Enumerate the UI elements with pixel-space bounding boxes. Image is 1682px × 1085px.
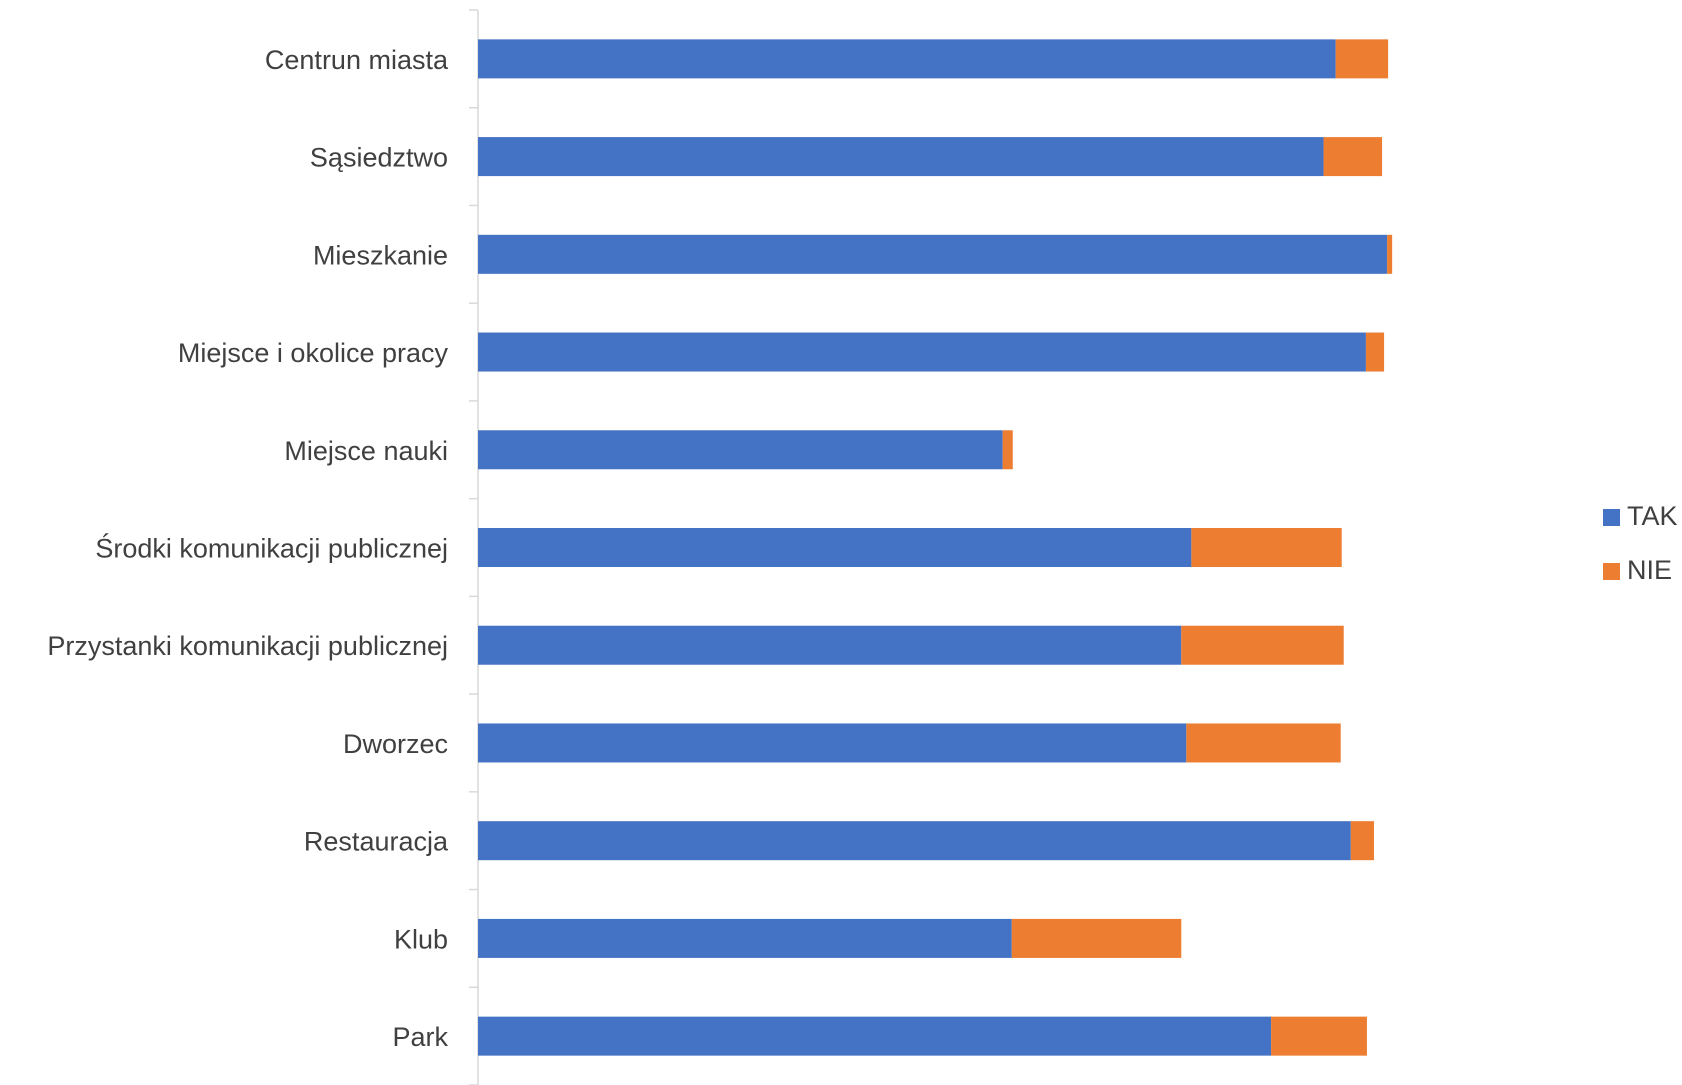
bar-tak-0 (478, 39, 1336, 79)
category-label: Środki komunikacji publicznej (95, 532, 448, 564)
bars-layer (478, 39, 1393, 1056)
legend: TAK NIE (1603, 501, 1678, 585)
category-label: Park (392, 1022, 448, 1052)
bar-nie-10 (1271, 1016, 1367, 1056)
legend-swatch-nie (1603, 563, 1620, 580)
bar-nie-3 (1365, 332, 1385, 372)
bar-tak-8 (478, 821, 1351, 861)
category-label: Miejsce i okolice pracy (178, 338, 449, 368)
bar-tak-3 (478, 332, 1366, 372)
bar-tak-6 (478, 625, 1182, 665)
category-label: Klub (394, 924, 448, 954)
category-labels: Centrun miasta Sąsiedztwo Mieszkanie Miejsc… (47, 45, 449, 1052)
category-label: Przystanki komunikacji publicznej (47, 631, 448, 661)
legend-label-nie: NIE (1627, 555, 1672, 585)
category-label: Sąsiedztwo (310, 143, 448, 173)
bar-tak-4 (478, 430, 1003, 470)
category-label: Dworzec (343, 729, 448, 759)
bar-nie-1 (1323, 137, 1383, 177)
category-label: Centrun miasta (265, 45, 449, 75)
bar-nie-2 (1387, 234, 1393, 274)
category-label: Mieszkanie (313, 240, 448, 270)
bar-nie-7 (1186, 723, 1341, 763)
bar-tak-10 (478, 1016, 1272, 1056)
legend-swatch-tak (1603, 509, 1620, 526)
bar-nie-4 (1002, 430, 1013, 470)
bar-nie-5 (1191, 528, 1342, 567)
bar-tak-7 (478, 723, 1187, 763)
legend-label-tak: TAK (1627, 501, 1678, 531)
bar-tak-2 (478, 234, 1388, 274)
category-label: Restauracja (304, 827, 449, 857)
category-label: Miejsce nauki (284, 436, 448, 466)
bar-tak-9 (478, 918, 1012, 958)
bar-nie-6 (1181, 625, 1344, 665)
bar-tak-5 (478, 528, 1192, 567)
bar-nie-0 (1335, 39, 1389, 79)
bar-tak-1 (478, 137, 1324, 177)
bar-nie-9 (1011, 918, 1182, 958)
bar-nie-8 (1350, 821, 1374, 861)
axis-layer (469, 9, 479, 1085)
